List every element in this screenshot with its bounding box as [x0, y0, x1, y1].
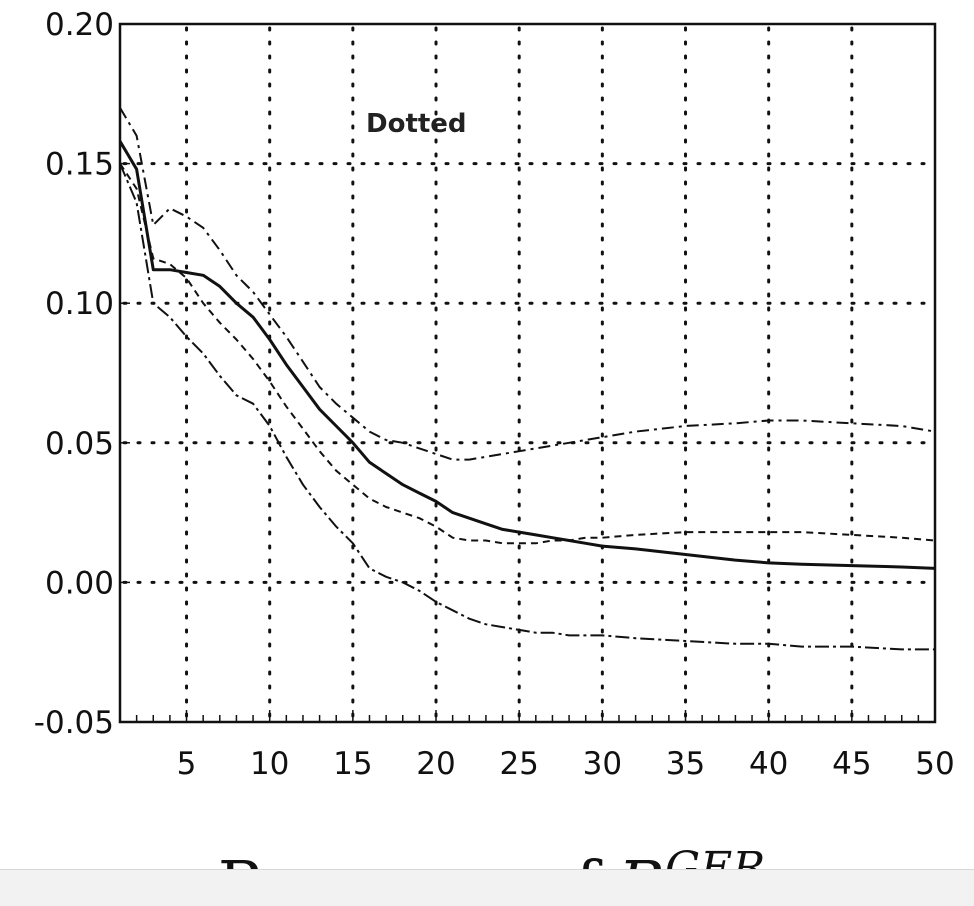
- y-tick-label: 0.20: [45, 7, 114, 43]
- x-tick-label: 15: [333, 746, 372, 782]
- y-tick-labels: -0.05 0.00 0.05 0.10 0.15 0.20: [34, 7, 114, 741]
- x-tick-label: 50: [915, 746, 954, 782]
- plot-frame: [118, 22, 937, 724]
- series-line-solid: [118, 140, 936, 570]
- series-line-dashed: [119, 107, 936, 461]
- x-tick-label: 45: [832, 746, 871, 782]
- series-line-dash-short: [119, 163, 936, 545]
- x-tick-label: 25: [499, 746, 538, 782]
- x-tick-label: 30: [583, 746, 622, 782]
- x-tick-labels: 5 10 15 20 25 30 35 40 45 50: [177, 746, 955, 782]
- x-minor-ticks: [119, 23, 936, 723]
- x-tick-label: 10: [250, 746, 289, 782]
- x-tick-label: 35: [666, 746, 705, 782]
- x-tick-label: 20: [416, 746, 455, 782]
- y-tick-label: 0.05: [45, 426, 114, 462]
- series-layer: [118, 107, 936, 651]
- grid-lines: [122, 26, 933, 720]
- x-tick-label: 5: [177, 746, 197, 782]
- y-tick-label: -0.05: [34, 705, 114, 741]
- y-tick-label: 0.10: [45, 286, 114, 322]
- y-tick-label: 0.15: [45, 147, 114, 183]
- bottom-bar: [0, 869, 974, 906]
- series-line-dash-dot: [119, 163, 935, 651]
- y-tick-label: 0.00: [45, 565, 114, 601]
- annotation-dotted: Dotted: [366, 109, 467, 139]
- x-tick-label: 40: [749, 746, 788, 782]
